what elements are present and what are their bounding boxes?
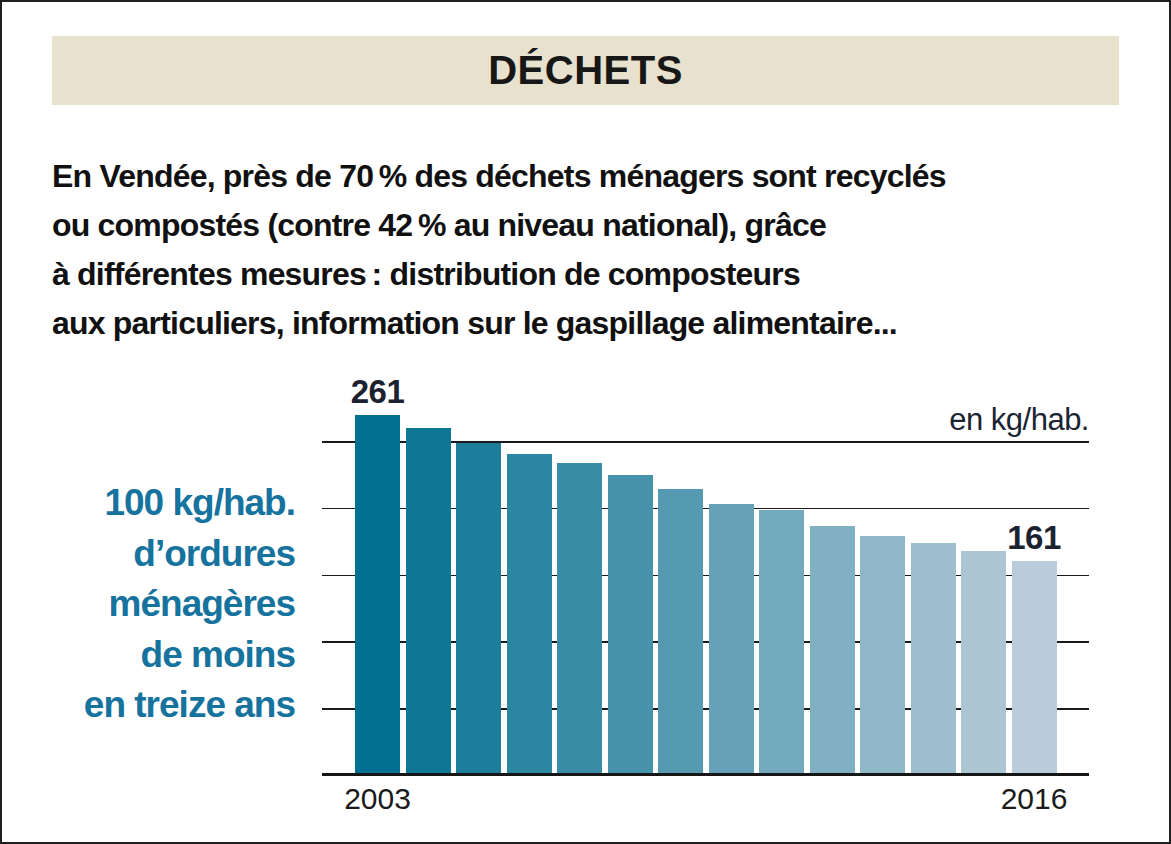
bar-2012 xyxy=(810,526,855,775)
side-caption-line: 100 kg/hab. xyxy=(35,478,295,529)
intro-line: En Vendée, près de 70 % des déchets ména… xyxy=(52,152,1122,201)
section-header-band: DÉCHETS xyxy=(52,36,1119,105)
x-tick-2003: 2003 xyxy=(313,782,443,816)
bar-2005 xyxy=(456,443,501,775)
bar-2004 xyxy=(406,428,451,775)
section-title: DÉCHETS xyxy=(488,48,683,93)
side-caption-line: d’ordures xyxy=(35,529,295,580)
first-bar-value-label: 261 xyxy=(318,373,438,411)
bar-2009 xyxy=(658,489,703,775)
side-caption-line: de moins xyxy=(35,630,295,681)
intro-line: ou compostés (contre 42 % au niveau nati… xyxy=(52,201,1122,250)
bar-2010 xyxy=(709,504,754,775)
x-tick-2016: 2016 xyxy=(969,782,1099,816)
bar-2011 xyxy=(759,510,804,775)
infographic-page: DÉCHETS En Vendée, près de 70 % des déch… xyxy=(0,0,1171,844)
bar-2006 xyxy=(507,454,552,775)
chart-side-caption: 100 kg/hab. d’ordures ménagères de moins… xyxy=(35,478,295,731)
bar-2014 xyxy=(911,543,956,775)
bar-2007 xyxy=(557,463,602,775)
intro-line: à différentes mesures : distribution de … xyxy=(52,250,1122,299)
intro-line: aux particuliers, information sur le gas… xyxy=(52,299,1122,348)
bar-chart: en kg/hab. 261 161 2003 2016 xyxy=(322,362,1089,832)
bar-2013 xyxy=(860,536,905,775)
bar-2016 xyxy=(1012,561,1057,775)
x-axis-line xyxy=(322,773,1089,776)
side-caption-line: ménagères xyxy=(35,579,295,630)
chart-unit-label: en kg/hab. xyxy=(949,402,1089,438)
intro-paragraph: En Vendée, près de 70 % des déchets ména… xyxy=(52,152,1122,348)
bar-2003 xyxy=(355,415,400,775)
last-bar-value-label: 161 xyxy=(974,519,1094,557)
bar-2015 xyxy=(961,551,1006,775)
bar-2008 xyxy=(608,475,653,775)
side-caption-line: en treize ans xyxy=(35,680,295,731)
